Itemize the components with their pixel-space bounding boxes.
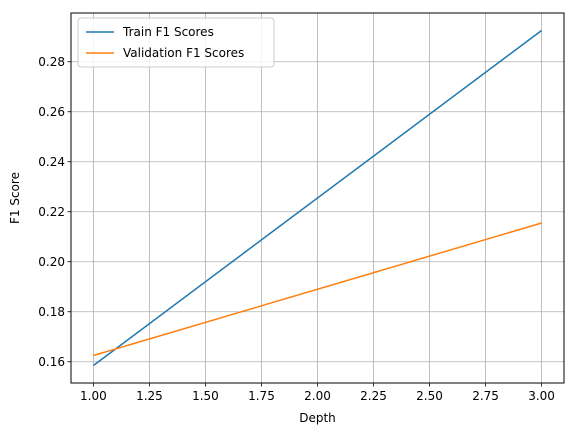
x-axis-label: Depth bbox=[299, 411, 336, 425]
y-tick-label: 0.22 bbox=[38, 205, 65, 219]
series-line bbox=[92, 29, 543, 367]
x-axis-ticks: 1.00 1.25 1.50 1.75 2.00 2.25 2.50 2.75 3.00 bbox=[80, 383, 555, 403]
y-tick-label: 0.16 bbox=[38, 355, 65, 369]
x-tick-label: 1.25 bbox=[136, 389, 163, 403]
grid bbox=[71, 13, 564, 383]
series-line bbox=[93, 222, 542, 357]
y-axis-label: F1 Score bbox=[8, 172, 22, 224]
y-tick-label: 0.24 bbox=[38, 155, 65, 169]
legend-label: Train F1 Scores bbox=[122, 25, 214, 39]
x-tick-label: 1.50 bbox=[192, 389, 219, 403]
legend-label: Validation F1 Scores bbox=[123, 46, 244, 60]
y-tick-label: 0.20 bbox=[38, 255, 65, 269]
y-tick-label: 0.18 bbox=[38, 305, 65, 319]
y-tick-label: 0.28 bbox=[38, 55, 65, 69]
x-tick-label: 2.50 bbox=[416, 389, 443, 403]
y-axis-ticks: 0.16 0.18 0.20 0.22 0.24 0.26 0.28 bbox=[38, 55, 71, 369]
x-tick-label: 2.75 bbox=[472, 389, 499, 403]
series-lines bbox=[92, 29, 543, 367]
x-tick-label: 2.25 bbox=[360, 389, 387, 403]
y-tick-label: 0.26 bbox=[38, 105, 65, 119]
legend: Train F1 Scores Validation F1 Scores bbox=[77, 17, 275, 68]
x-tick-label: 1.00 bbox=[80, 389, 107, 403]
x-tick-label: 1.75 bbox=[248, 389, 275, 403]
x-tick-label: 2.00 bbox=[304, 389, 331, 403]
legend-box bbox=[77, 17, 275, 68]
x-tick-label: 3.00 bbox=[528, 389, 555, 403]
